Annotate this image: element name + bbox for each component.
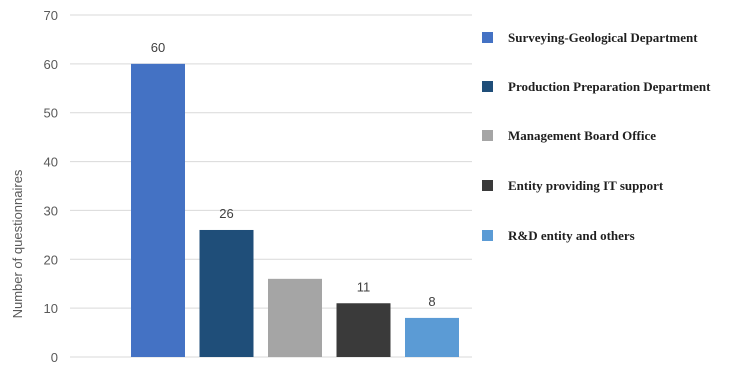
data-label: 11	[357, 279, 371, 294]
data-label: 26	[219, 206, 233, 221]
y-tick-label: 10	[44, 301, 58, 316]
y-tick-label: 40	[44, 155, 58, 170]
legend-label: Production Preparation Department	[508, 79, 711, 94]
bars	[131, 63, 459, 357]
y-tick-label: 20	[44, 252, 58, 267]
y-axis-label: Number of questionnaires	[10, 169, 25, 318]
y-tick-label: 70	[44, 8, 58, 23]
y-tick-label: 60	[44, 57, 58, 72]
bar-2	[199, 229, 254, 357]
bar-3	[268, 278, 322, 357]
y-tick-label: 50	[44, 106, 58, 121]
legend-swatch	[482, 130, 493, 141]
y-axis-ticks: 0 10 20 30 40 50 60 70	[44, 8, 58, 365]
legend-label: Surveying-Geological Department	[508, 30, 698, 45]
bar-4	[336, 303, 391, 357]
data-label: 8	[428, 294, 435, 309]
data-labels: 60 26 11 8	[151, 40, 436, 309]
legend-label: R&D entity and others	[508, 228, 635, 243]
y-tick-label: 30	[44, 203, 58, 218]
legend-swatch	[482, 32, 493, 43]
bar-5	[405, 317, 459, 357]
legend-swatch	[482, 180, 493, 191]
legend-label: Management Board Office	[508, 128, 657, 143]
legend-label: Entity providing IT support	[508, 178, 664, 193]
legend-swatch	[482, 81, 493, 92]
bar-1	[131, 63, 185, 357]
data-label: 60	[151, 40, 165, 55]
legend-swatch	[482, 230, 493, 241]
y-tick-label: 0	[51, 350, 58, 365]
